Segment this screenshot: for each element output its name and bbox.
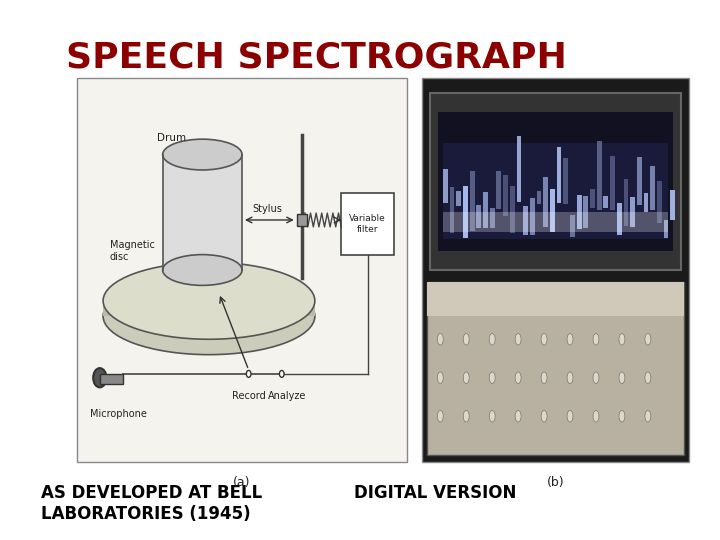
Bar <box>490 208 495 228</box>
Ellipse shape <box>103 278 315 355</box>
Ellipse shape <box>516 410 521 422</box>
Bar <box>657 181 662 223</box>
Ellipse shape <box>516 334 521 345</box>
Bar <box>427 281 684 316</box>
Bar <box>443 143 667 239</box>
Ellipse shape <box>163 254 242 286</box>
Bar <box>650 166 655 210</box>
Bar <box>463 186 468 239</box>
Bar <box>523 206 528 235</box>
Ellipse shape <box>437 410 444 422</box>
Text: Variable
filter: Variable filter <box>349 214 386 233</box>
Bar <box>438 112 673 251</box>
Ellipse shape <box>567 334 573 345</box>
Bar <box>583 196 588 228</box>
Bar <box>516 136 521 202</box>
Ellipse shape <box>567 410 573 422</box>
Bar <box>483 192 488 228</box>
Bar <box>443 212 667 232</box>
Bar <box>297 214 307 226</box>
Ellipse shape <box>619 372 625 383</box>
Text: Microphone: Microphone <box>90 409 147 419</box>
Ellipse shape <box>437 334 444 345</box>
Ellipse shape <box>93 368 107 387</box>
Bar <box>450 187 454 233</box>
Bar <box>617 202 621 235</box>
Bar <box>603 196 608 208</box>
Bar <box>590 188 595 208</box>
Bar <box>670 190 675 220</box>
Ellipse shape <box>593 372 599 383</box>
Text: Magnetic
disc: Magnetic disc <box>109 240 155 261</box>
Bar <box>637 157 642 205</box>
Bar <box>503 175 508 217</box>
Ellipse shape <box>463 410 469 422</box>
Ellipse shape <box>246 370 251 377</box>
Ellipse shape <box>279 370 284 377</box>
Bar <box>550 189 555 232</box>
Ellipse shape <box>541 334 547 345</box>
Bar <box>100 374 123 383</box>
Ellipse shape <box>490 410 495 422</box>
Text: DIGITAL VERSION: DIGITAL VERSION <box>354 484 517 502</box>
Ellipse shape <box>619 334 625 345</box>
Ellipse shape <box>463 334 469 345</box>
Text: Drum: Drum <box>157 133 186 143</box>
Bar <box>557 147 562 203</box>
Bar <box>497 171 501 209</box>
Bar <box>544 178 548 227</box>
Bar <box>570 214 575 238</box>
Bar <box>477 205 481 227</box>
Ellipse shape <box>516 372 521 383</box>
Bar <box>427 281 684 455</box>
Bar <box>510 186 515 233</box>
Text: (b): (b) <box>546 476 564 489</box>
Bar <box>76 78 408 462</box>
Bar <box>664 220 668 238</box>
Ellipse shape <box>463 372 469 383</box>
Bar <box>644 193 649 212</box>
Text: SPEECH SPECTROGRAPH: SPEECH SPECTROGRAPH <box>66 40 567 74</box>
Bar <box>422 78 689 462</box>
Ellipse shape <box>645 372 651 383</box>
Bar <box>443 170 448 202</box>
Ellipse shape <box>593 334 599 345</box>
Ellipse shape <box>593 410 599 422</box>
Bar <box>630 197 635 227</box>
Ellipse shape <box>645 334 651 345</box>
Ellipse shape <box>567 372 573 383</box>
Bar <box>163 154 242 270</box>
Ellipse shape <box>619 410 625 422</box>
Text: AS DEVELOPED AT BELL
LABORATORIES (1945): AS DEVELOPED AT BELL LABORATORIES (1945) <box>42 484 263 523</box>
Bar <box>610 156 615 210</box>
Ellipse shape <box>541 372 547 383</box>
Bar <box>624 179 629 226</box>
Text: (a): (a) <box>233 476 251 489</box>
Text: Stylus: Stylus <box>252 204 282 214</box>
Bar <box>456 191 461 206</box>
Bar <box>469 172 474 231</box>
Ellipse shape <box>541 410 547 422</box>
Ellipse shape <box>490 372 495 383</box>
Ellipse shape <box>490 334 495 345</box>
Bar <box>577 195 582 229</box>
Bar <box>597 141 602 210</box>
Bar <box>536 191 541 204</box>
Text: Analyze: Analyze <box>268 391 306 401</box>
Bar <box>430 93 681 270</box>
Text: Record: Record <box>232 391 266 401</box>
Bar <box>341 193 395 254</box>
Bar <box>530 198 535 234</box>
Bar <box>103 301 315 316</box>
Ellipse shape <box>163 139 242 170</box>
Bar <box>563 158 568 204</box>
Ellipse shape <box>645 410 651 422</box>
Ellipse shape <box>103 262 315 339</box>
Ellipse shape <box>437 372 444 383</box>
